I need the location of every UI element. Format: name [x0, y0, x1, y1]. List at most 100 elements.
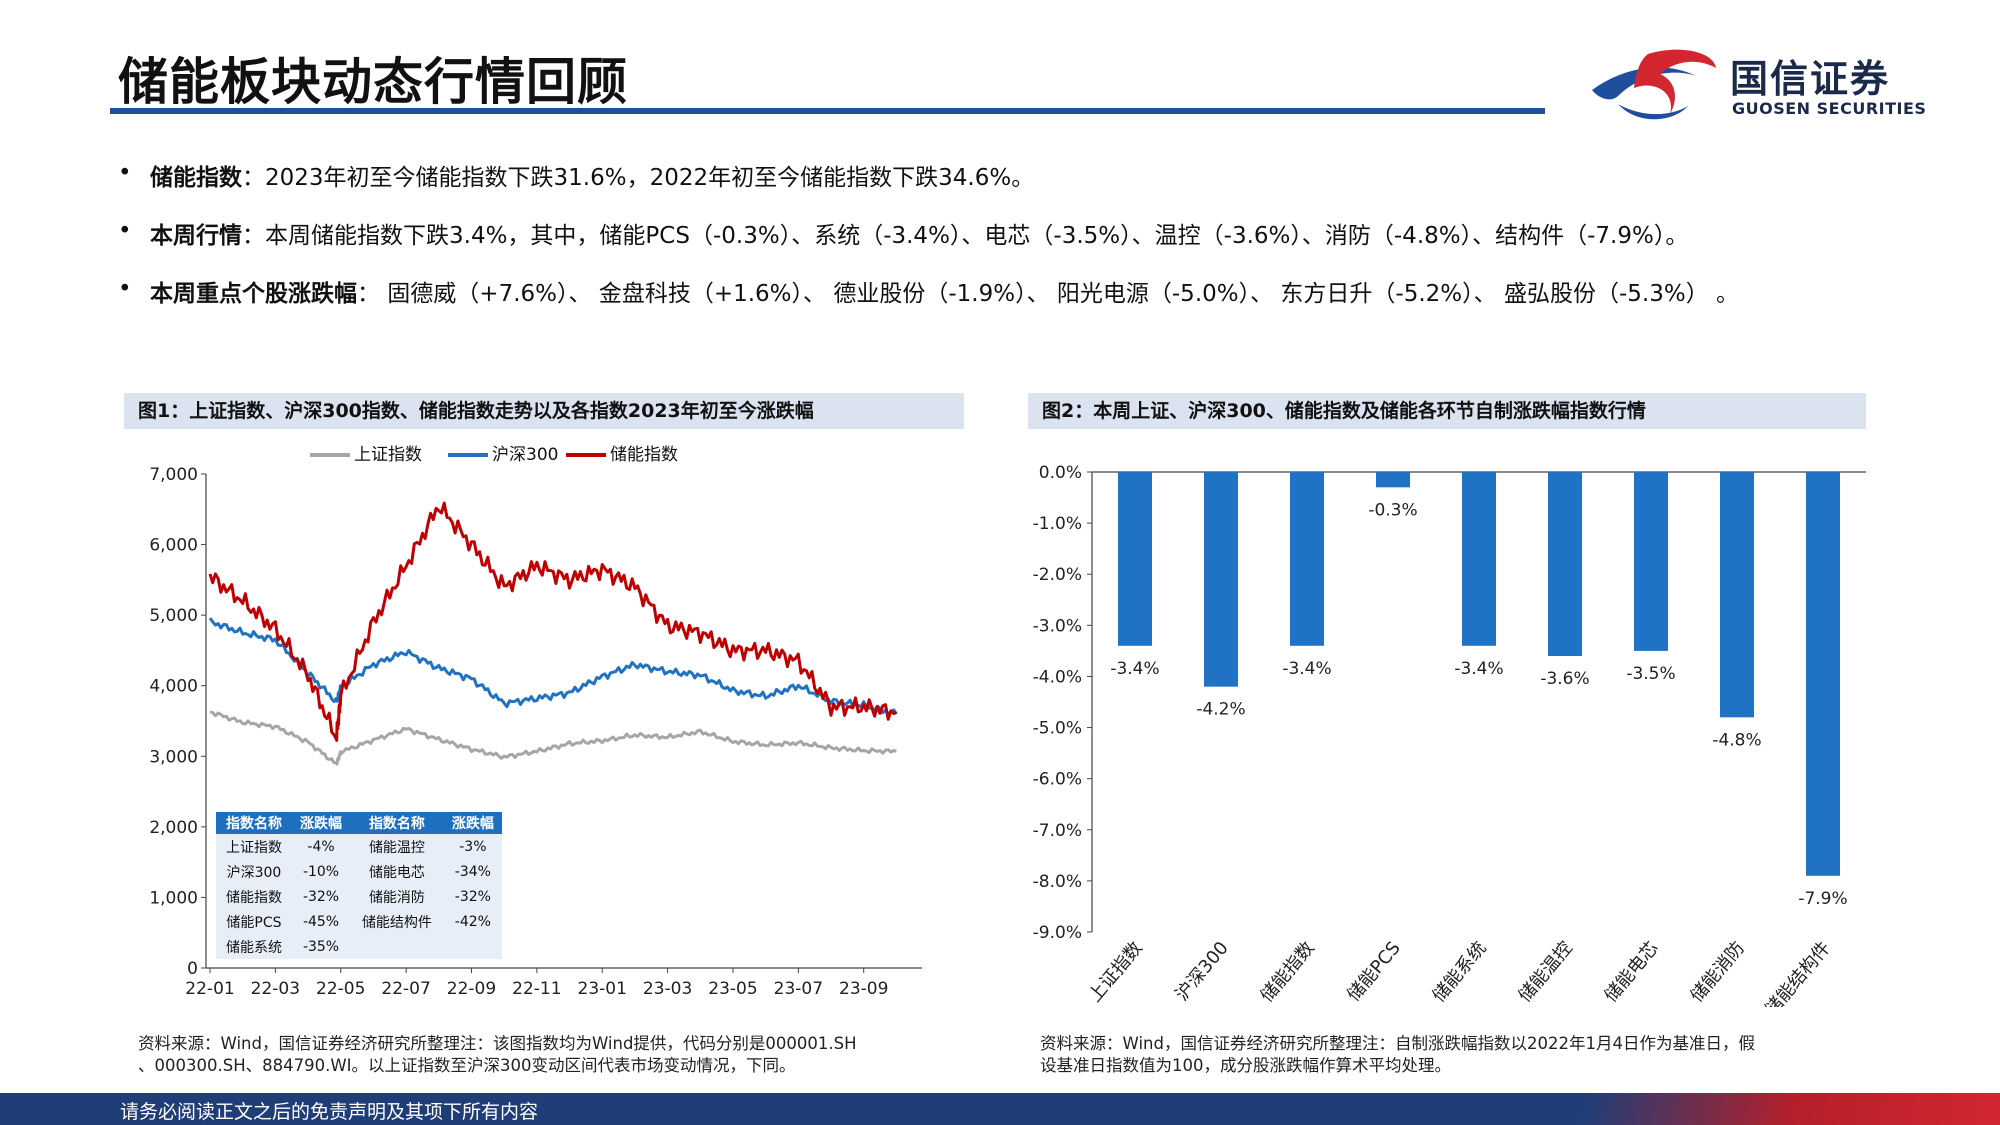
bullet-label: 储能指数: [150, 165, 242, 191]
table-cell: -34%: [443, 859, 502, 884]
bar: [1806, 472, 1840, 876]
figure2-caption: 图2：本周上证、沪深300、储能指数及储能各环节自制涨跌幅指数行情: [1028, 393, 1866, 429]
table-row: 沪深300 -10% 储能电芯 -34%: [216, 859, 502, 884]
x-category-label: 储能消防: [1686, 938, 1748, 1007]
y-tick-label: -4.0%: [1033, 667, 1082, 687]
x-category-label: 沪深300: [1172, 938, 1233, 1005]
x-category-label: 储能指数: [1256, 938, 1318, 1007]
y-tick-label: -6.0%: [1033, 770, 1082, 790]
y-tick-label: 5,000: [150, 606, 198, 626]
bullet-label: 本周行情: [150, 223, 242, 249]
table-cell: -4%: [291, 834, 351, 859]
source-line: 资料来源：Wind，国信证券经济研究所整理注：该图指数均为Wind提供，代码分别…: [138, 1034, 857, 1053]
x-tick-label: 23-03: [643, 979, 692, 999]
index-trend-chart: 0 1,000 2,000 3,000 4,000 5,000 6,000 7,000 22-0…: [150, 465, 922, 999]
legend-label: 储能指数: [610, 445, 678, 465]
table-row: 储能PCS -45% 储能结构件 -42%: [216, 909, 502, 934]
bar: [1290, 472, 1324, 646]
x-tick-label: 22-03: [251, 979, 300, 999]
ytd-change-table: 指数名称 涨跌幅 指数名称 涨跌幅 上证指数 -4% 储能温控 -3% 沪深30…: [216, 812, 502, 959]
company-logo: 国信证券 GUOSEN SECURITIES: [1588, 44, 1948, 124]
figure1-caption: 图1：上证指数、沪深300指数、储能指数走势以及各指数2023年初至今涨跌幅: [124, 393, 964, 429]
source-line: 资料来源：Wind，国信证券经济研究所整理注：自制涨跌幅指数以2022年1月4日…: [1040, 1034, 1755, 1053]
bar: [1462, 472, 1496, 646]
table-row: 储能系统 -35%: [216, 934, 502, 959]
bullet-dot-icon: •: [118, 160, 132, 186]
legend-label: 上证指数: [354, 445, 422, 465]
y-tick-label: -8.0%: [1033, 872, 1082, 892]
source-line: 、000300.SH、884790.WI。以上证指数至沪深300变动区间代表市场…: [138, 1056, 796, 1075]
y-tick-label: 1,000: [150, 888, 198, 908]
x-category-label: 储能电芯: [1600, 938, 1662, 1007]
page-title: 储能板块动态行情回顾: [118, 53, 628, 111]
bar-value-label: -4.8%: [1712, 730, 1761, 750]
x-category-label: 上证指数: [1084, 938, 1146, 1007]
x-tick-label: 23-09: [839, 979, 888, 999]
table-cell: 储能系统: [216, 934, 292, 959]
table-cell: -32%: [443, 884, 502, 909]
table-header: 指数名称: [350, 812, 444, 834]
table-cell: 上证指数: [216, 834, 292, 859]
legend-label: 沪深300: [492, 445, 559, 465]
figure1-source: 资料来源：Wind，国信证券经济研究所整理注：该图指数均为Wind提供，代码分别…: [138, 1033, 857, 1077]
legend-swatch: [310, 453, 350, 457]
y-tick-label: 0: [187, 959, 198, 979]
y-tick-label: -1.0%: [1033, 514, 1082, 534]
x-tick-label: 22-09: [447, 979, 496, 999]
footer-disclaimer: 请务必阅读正文之后的免责声明及其项下所有内容: [120, 1101, 539, 1123]
legend-item-hs300: 沪深300: [448, 440, 558, 465]
x-category-label: 储能温控: [1514, 938, 1576, 1007]
bar: [1376, 472, 1410, 488]
y-tick-label: -5.0%: [1033, 719, 1082, 739]
table-cell: -35%: [291, 934, 351, 959]
table-row: 储能指数 -32% 储能消防 -32%: [216, 884, 502, 909]
x-category-label: 储能结构件: [1761, 938, 1835, 1007]
source-line: 设基准日指数值为100，成分股涨跌幅作算术平均处理。: [1040, 1056, 1451, 1075]
table-cell: 储能电芯: [350, 859, 444, 884]
x-tick-label: 23-07: [774, 979, 823, 999]
bar-value-label: -7.9%: [1798, 889, 1847, 909]
y-tick-label: 6,000: [150, 536, 198, 556]
legend-item-storage: 储能指数: [566, 440, 678, 465]
x-tick-label: 23-05: [708, 979, 757, 999]
footer-bar: 请务必阅读正文之后的免责声明及其项下所有内容: [0, 1093, 2000, 1125]
bar-value-label: -3.6%: [1540, 669, 1589, 689]
x-tick-label: 23-01: [578, 979, 627, 999]
bar-value-label: -3.4%: [1282, 659, 1331, 679]
table-header: 涨跌幅: [443, 812, 502, 834]
table-cell: 储能PCS: [216, 909, 292, 934]
table-header: 指数名称: [216, 812, 292, 834]
table-cell: -32%: [291, 884, 351, 909]
y-tick-label: 7,000: [150, 465, 198, 485]
bullet-text: ：本周储能指数下跌3.4%，其中，储能PCS（-0.3%）、系统（-3.4%）、…: [242, 223, 1689, 249]
series-line-storage: [208, 501, 897, 742]
table-cell: 沪深300: [216, 859, 292, 884]
x-tick-label: 22-07: [381, 979, 430, 999]
table-cell: -3%: [443, 834, 502, 859]
weekly-change-bar-chart: 0.0% -1.0% -2.0% -3.0% -4.0% -5.0% -6.0% -7.0% -…: [1033, 463, 1866, 1007]
bar: [1204, 472, 1238, 687]
x-category-label: 储能PCS: [1343, 938, 1405, 1006]
y-tick-label: -2.0%: [1033, 565, 1082, 585]
bullet-dot-icon: •: [118, 218, 132, 244]
bullet-dot-icon: •: [118, 276, 132, 302]
table-cell: 储能指数: [216, 884, 292, 909]
logo-english-name: GUOSEN SECURITIES: [1732, 99, 1927, 118]
bullet-text: ：2023年初至今储能指数下跌31.6%，2022年初至今储能指数下跌34.6%…: [242, 165, 1035, 191]
table-cell: 储能温控: [350, 834, 444, 859]
bullet-label: 本周重点个股涨跌幅: [150, 281, 357, 307]
x-tick-label: 22-05: [316, 979, 365, 999]
bar-value-label: -4.2%: [1196, 700, 1245, 720]
table-row: 上证指数 -4% 储能温控 -3%: [216, 834, 502, 859]
bar-value-label: -0.3%: [1368, 500, 1417, 520]
y-tick-label: 0.0%: [1039, 463, 1082, 483]
table-cell: -42%: [443, 909, 502, 934]
table-header-row: 指数名称 涨跌幅 指数名称 涨跌幅: [216, 812, 502, 834]
logo-mark-icon: [1592, 49, 1716, 120]
table-cell: -10%: [291, 859, 351, 884]
bar-value-label: -3.5%: [1626, 664, 1675, 684]
y-tick-label: 2,000: [150, 818, 198, 838]
bar-value-label: -3.4%: [1110, 659, 1159, 679]
y-tick-label: 4,000: [150, 677, 198, 697]
legend-swatch: [566, 453, 606, 457]
